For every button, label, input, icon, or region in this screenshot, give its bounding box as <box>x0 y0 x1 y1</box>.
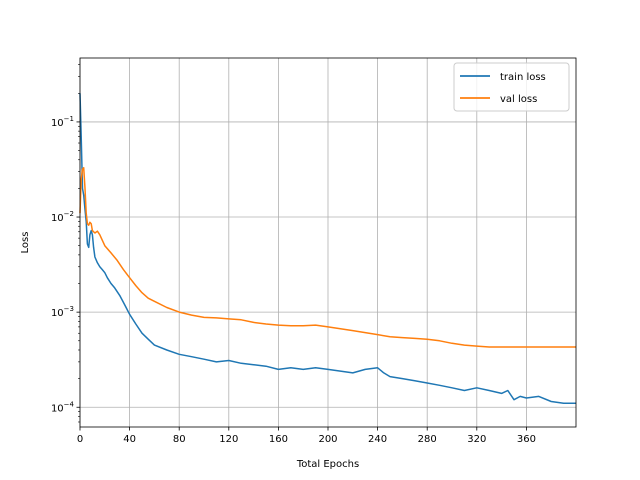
x-tick-label: 80 <box>173 434 186 445</box>
x-tick-label: 0 <box>77 434 83 445</box>
grid <box>79 58 576 427</box>
y-tick-label: 10−2 <box>51 210 74 224</box>
x-tick-label: 120 <box>219 434 238 445</box>
y-axis-ticks: 10−4 10−3 10−2 10−1 <box>51 115 80 414</box>
y-tick-label: 10−4 <box>51 400 75 414</box>
legend-label-train-loss: train loss <box>500 72 546 83</box>
x-axis-label: Total Epochs <box>296 459 359 470</box>
x-tick-label: 280 <box>418 434 437 445</box>
series-line-train-loss <box>79 93 576 405</box>
legend-label-val-loss: val loss <box>500 94 537 105</box>
x-tick-label: 320 <box>467 434 486 445</box>
x-tick-label: 200 <box>318 434 337 445</box>
series-line-val-loss <box>79 166 576 348</box>
x-tick-label: 40 <box>123 434 136 445</box>
x-tick-label: 160 <box>269 434 288 445</box>
y-tick-label: 10−1 <box>51 115 74 129</box>
series-group <box>79 93 576 405</box>
x-axis-ticks: 0 40 80 120 160 200 240 280 320 360 <box>77 427 536 445</box>
x-tick-label: 360 <box>517 434 536 445</box>
legend-box <box>453 62 570 112</box>
y-tick-label: 10−3 <box>51 305 74 319</box>
legend: train loss val loss <box>453 62 570 112</box>
y-axis-label: Loss <box>20 232 31 254</box>
x-tick-label: 240 <box>368 434 387 445</box>
